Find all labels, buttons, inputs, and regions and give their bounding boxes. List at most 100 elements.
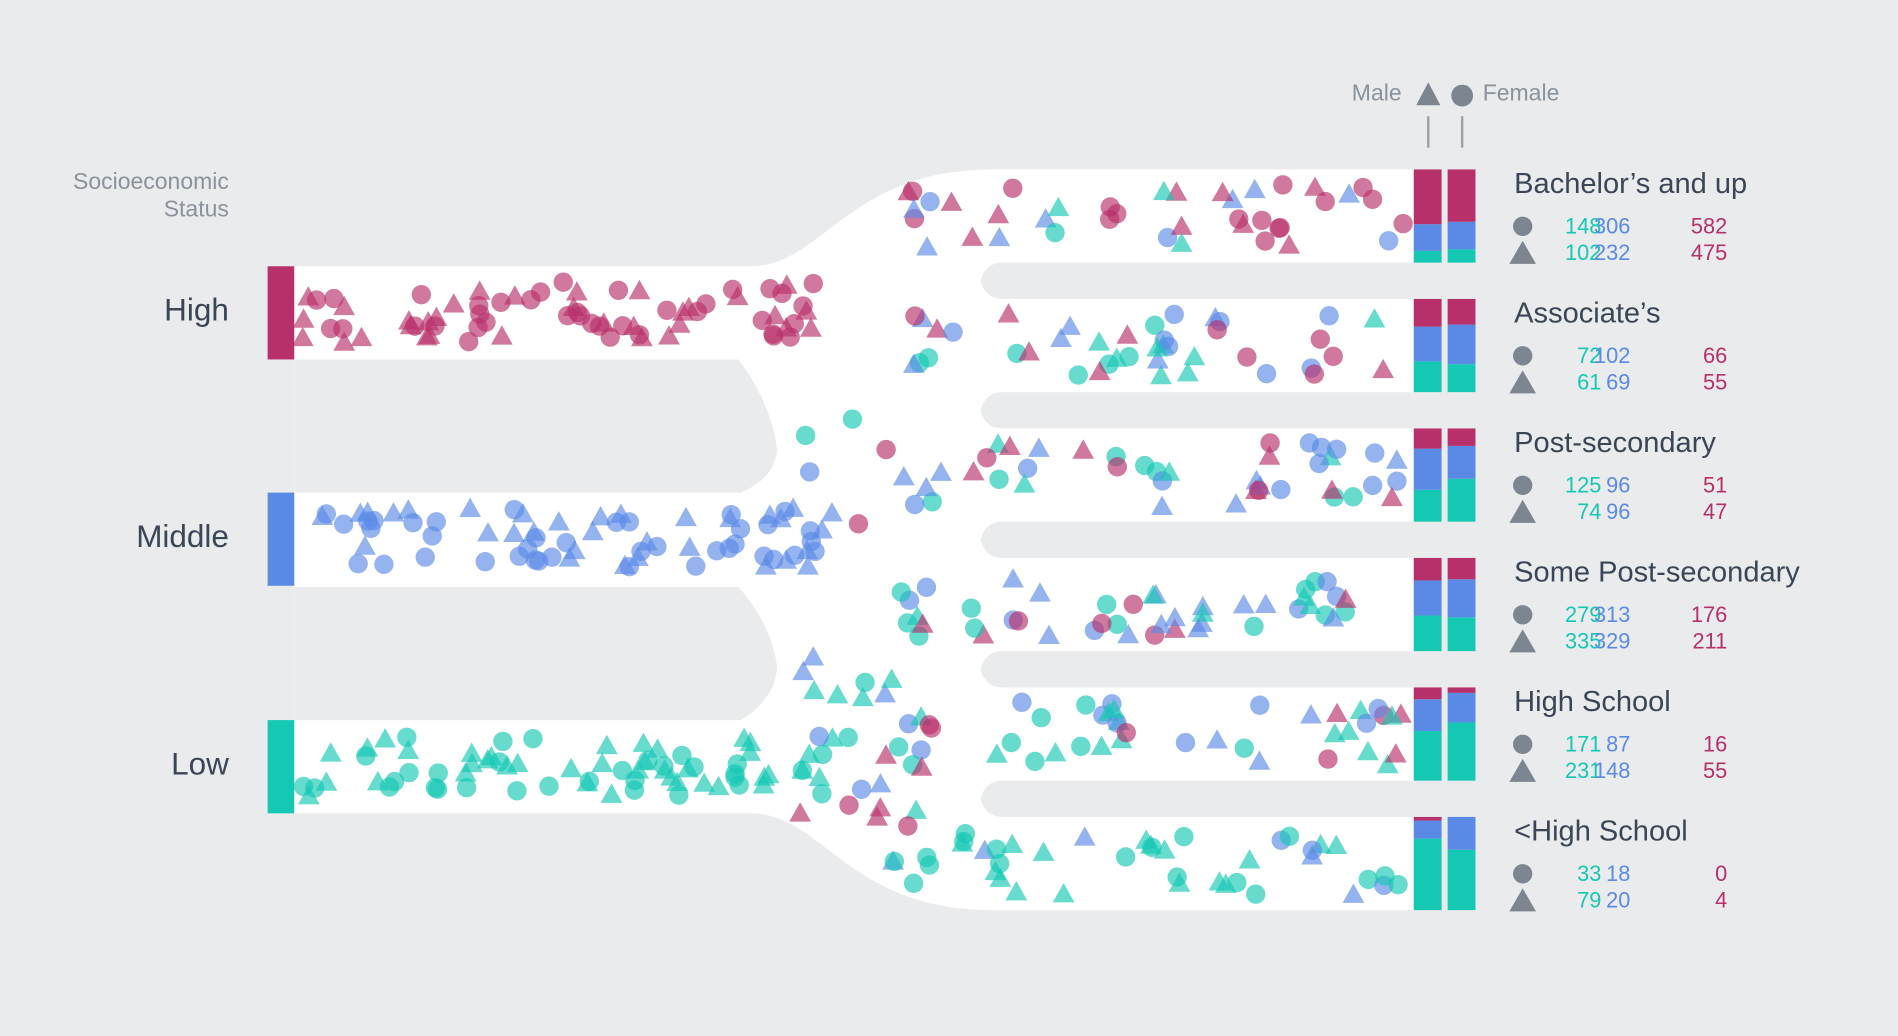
particle — [442, 293, 465, 313]
particle — [647, 536, 667, 557]
stacked-segment — [1447, 687, 1476, 693]
particle — [1246, 884, 1266, 904]
particle — [1356, 713, 1377, 733]
stacked-segment — [1413, 731, 1442, 781]
particle — [1393, 213, 1413, 234]
particle — [581, 520, 604, 541]
particle — [1317, 572, 1337, 592]
particle — [356, 501, 379, 521]
count: 171 — [1565, 731, 1601, 756]
particle — [903, 873, 924, 894]
particle — [905, 494, 925, 515]
stacked-segment — [1447, 445, 1476, 479]
count: 18 — [1606, 861, 1630, 886]
particle — [491, 292, 511, 312]
particle — [1315, 191, 1335, 212]
particle — [678, 296, 700, 317]
stacked-segment — [1447, 849, 1476, 911]
particle — [1338, 183, 1360, 203]
particle — [707, 541, 727, 561]
particle — [1150, 364, 1172, 385]
particle — [1358, 869, 1378, 890]
particle — [1025, 751, 1045, 772]
particle — [1045, 223, 1065, 243]
particle — [1248, 750, 1271, 770]
particle — [576, 771, 599, 792]
particle — [669, 785, 689, 805]
particle — [1376, 753, 1399, 774]
particle — [624, 780, 645, 800]
icon-female — [1512, 734, 1533, 755]
particle — [809, 726, 829, 747]
particle — [693, 772, 716, 792]
particle — [792, 660, 815, 681]
particle — [1232, 593, 1255, 614]
icon-female — [1512, 475, 1533, 496]
particle — [613, 316, 633, 336]
stacked-segment — [1413, 687, 1442, 700]
particle — [1146, 349, 1169, 369]
particle — [795, 300, 818, 320]
particle — [803, 273, 824, 294]
particle — [1269, 218, 1289, 239]
stacked-segment — [1447, 298, 1476, 325]
particle — [839, 795, 859, 815]
particle — [427, 779, 448, 799]
particle — [989, 853, 1010, 874]
count: 51 — [1703, 472, 1727, 497]
particle — [1152, 180, 1175, 201]
particle — [1237, 347, 1257, 367]
icon-male — [1509, 888, 1536, 912]
stacked-segment — [1447, 816, 1476, 850]
count: 72 — [1577, 343, 1601, 368]
particle — [1018, 341, 1040, 361]
particle — [324, 288, 344, 309]
particle — [305, 778, 325, 798]
count: 87 — [1606, 731, 1630, 756]
stacked-segment — [1447, 617, 1476, 652]
particle — [1357, 740, 1379, 761]
particle — [523, 729, 543, 749]
particle — [490, 325, 513, 345]
particle — [1254, 593, 1277, 613]
particle — [1135, 455, 1155, 476]
count: 306 — [1594, 213, 1630, 238]
particle — [988, 226, 1011, 247]
particle — [530, 282, 551, 302]
stacked-segment — [1413, 557, 1442, 581]
count: 211 — [1693, 628, 1728, 653]
count: 475 — [1691, 240, 1727, 265]
particle — [1183, 345, 1206, 366]
particle — [796, 555, 819, 575]
ses-bar — [267, 266, 295, 360]
particle — [469, 296, 489, 316]
stacked-segment — [1447, 249, 1476, 263]
count: 582 — [1691, 213, 1727, 238]
particle — [922, 492, 942, 512]
particle — [1325, 834, 1348, 854]
particle — [1378, 231, 1399, 251]
icon-male — [1509, 370, 1536, 394]
particle — [592, 312, 615, 332]
particle — [426, 512, 447, 532]
stacked-segment — [1447, 324, 1476, 365]
count: 66 — [1703, 343, 1727, 368]
particle — [627, 759, 650, 779]
stacked-segment — [1413, 615, 1442, 652]
particle — [1343, 487, 1363, 507]
count: 102 — [1594, 343, 1630, 368]
particle — [504, 499, 524, 520]
particle — [1073, 826, 1096, 846]
particle — [595, 734, 618, 755]
flow-gap — [980, 392, 1414, 429]
particle — [902, 353, 925, 373]
particle — [1304, 176, 1326, 196]
particle — [1032, 841, 1055, 861]
count: 20 — [1606, 887, 1630, 912]
particle — [951, 832, 974, 852]
particle — [291, 326, 314, 347]
particle — [1013, 473, 1036, 493]
particle — [1034, 208, 1057, 228]
particle — [961, 226, 984, 246]
particle — [1300, 704, 1322, 724]
